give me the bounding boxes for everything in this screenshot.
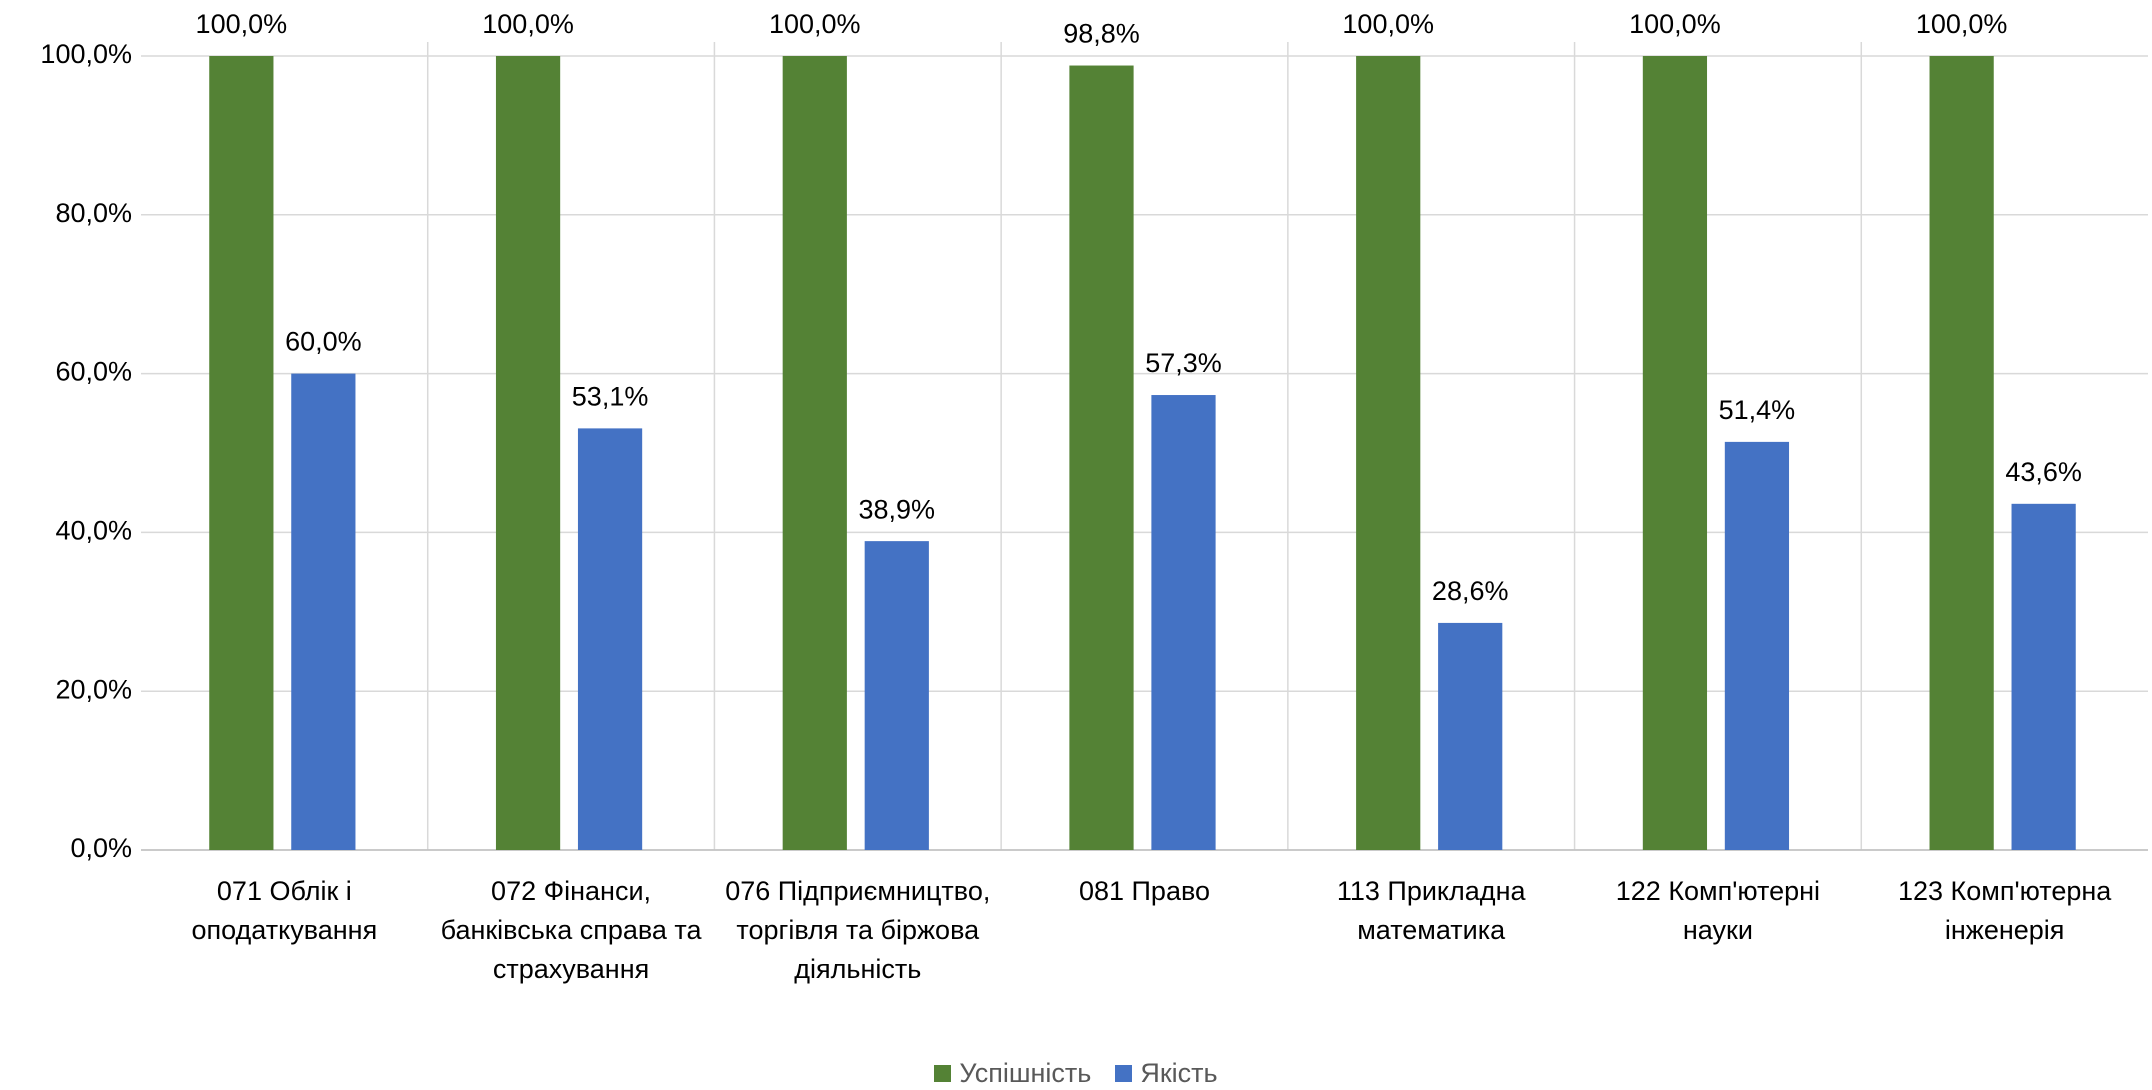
data-label: 38,9% xyxy=(858,494,935,524)
legend-item: Успішність xyxy=(934,1058,1091,1089)
y-tick-label: 60,0% xyxy=(55,357,132,387)
y-tick-label: 100,0% xyxy=(40,39,132,69)
x-tick-label: 081 Право xyxy=(1078,876,1211,906)
legend-swatch xyxy=(934,1065,952,1082)
data-label: 28,6% xyxy=(1432,576,1509,606)
x-tick-label: 113 Прикладна математика xyxy=(1336,876,1526,945)
x-tick-label: 076 Підприємництво, торгівля та біржова … xyxy=(725,876,991,984)
x-tick-label: 122 Комп'ютерні науки xyxy=(1615,876,1821,945)
data-label: 51,4% xyxy=(1719,395,1796,425)
data-label: 43,6% xyxy=(2005,457,2082,487)
legend-label: Якість xyxy=(1140,1058,1218,1088)
data-label: 100,0% xyxy=(1342,9,1434,39)
bar xyxy=(782,56,847,850)
data-label: 100,0% xyxy=(769,9,861,39)
bar xyxy=(1642,56,1708,850)
y-tick-label: 40,0% xyxy=(55,516,132,546)
bar xyxy=(1356,56,1421,850)
x-tick-label: 072 Фінанси, банківська справа та страху… xyxy=(440,876,702,984)
y-tick-label: 80,0% xyxy=(55,198,132,228)
data-label: 98,8% xyxy=(1063,19,1140,49)
legend-item: Якість xyxy=(1115,1058,1218,1089)
bar xyxy=(1438,622,1503,850)
legend-swatch xyxy=(1115,1065,1133,1082)
legend-label: Успішність xyxy=(959,1058,1092,1088)
data-label: 100,0% xyxy=(196,9,288,39)
bar xyxy=(577,428,643,850)
legend: Успішність Якість xyxy=(0,1058,2152,1089)
x-tick-label: 071 Облік і оподаткування xyxy=(191,876,378,945)
bar xyxy=(495,56,561,850)
data-label: 57,3% xyxy=(1145,348,1222,378)
data-label: 60,0% xyxy=(285,327,362,357)
bar xyxy=(1151,395,1216,850)
bar xyxy=(1069,65,1134,850)
data-label: 100,0% xyxy=(1629,9,1721,39)
x-tick-label: 123 Комп'ютерна інженерія xyxy=(1897,876,2112,945)
y-tick-label: 20,0% xyxy=(55,674,132,704)
data-label: 100,0% xyxy=(482,9,574,39)
bar xyxy=(1724,441,1790,850)
bar xyxy=(2011,503,2076,850)
data-label: 53,1% xyxy=(572,382,649,412)
bar xyxy=(1929,56,1994,850)
bar xyxy=(291,373,356,850)
bar xyxy=(864,541,929,850)
y-tick-label: 0,0% xyxy=(70,833,132,863)
bar xyxy=(209,56,274,850)
data-label: 100,0% xyxy=(1916,9,2008,39)
